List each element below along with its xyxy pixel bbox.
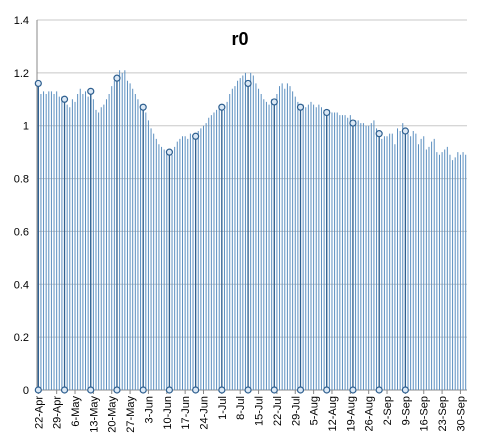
marker [60,95,69,103]
marker [375,130,383,138]
x-tick-label: 20-May [107,396,119,433]
x-tick-label: 9-Sep [400,396,412,425]
x-tick-label: 16-Sep [419,396,431,431]
x-tick-label: 22-Apr [33,396,45,429]
chart-title: r0 [231,29,248,49]
x-tick-label: 22-Jul [272,396,284,426]
x-tick-label: 17-Jun [180,396,192,430]
stem-base [349,386,357,394]
stem-base [270,386,278,394]
marker [165,148,174,156]
marker [244,79,252,88]
x-tick-label: 13-May [88,396,100,433]
marker [270,98,278,106]
marker [192,132,200,140]
y-tick-label: 0 [23,385,29,397]
x-tick-label: 1-Jul [217,396,229,420]
x-tick-label: 26-Aug [364,396,376,431]
y-tick-label: 0.6 [14,226,29,238]
x-tick-label: 27-May [125,396,137,433]
x-tick-label: 8-Jul [235,396,247,420]
marker [323,108,331,117]
x-tick-label: 19-Aug [345,396,357,431]
x-tick-label: 3-Jun [143,396,155,424]
stem-base [34,386,42,394]
x-tick-label: 12-Aug [327,396,339,431]
x-tick-label: 29-Jul [290,396,302,426]
y-tick-label: 0.2 [14,332,29,344]
x-tick-label: 29-Apr [52,396,64,429]
marker [296,103,305,111]
x-tick-label: 2-Sep [382,396,394,425]
y-tick-label: 1 [23,121,29,133]
marker [401,127,409,135]
y-tick-label: 1.4 [14,15,29,27]
stem-base [60,386,69,394]
y-tick-label: 0.8 [14,174,29,186]
stem-base [113,386,121,394]
stem-base [244,386,252,394]
marker [113,74,121,82]
stem-base [296,386,305,394]
marker [349,119,357,127]
marker [218,103,226,111]
x-tick-label: 23-Sep [437,396,449,431]
y-tick-label: 0.4 [14,279,29,291]
y-tick-label: 1.2 [14,68,29,80]
x-tick-label: 10-Jun [162,396,174,430]
x-tick-label: 6-May [70,396,82,427]
stem-base [87,386,95,394]
stem-base [139,386,147,394]
marker [139,103,147,111]
marker [34,79,42,88]
stem-base [401,386,409,394]
x-tick-label: 5-Aug [309,396,321,425]
x-tick-label: 15-Jul [254,396,266,426]
stem-base [165,386,174,394]
x-tick-label: 24-Jun [198,396,210,430]
stem-base [323,386,331,394]
stem-base [218,386,226,394]
stem-base [375,386,383,394]
x-tick-label: 30-Sep [455,396,467,431]
marker [87,87,95,95]
stem-base [192,386,200,394]
